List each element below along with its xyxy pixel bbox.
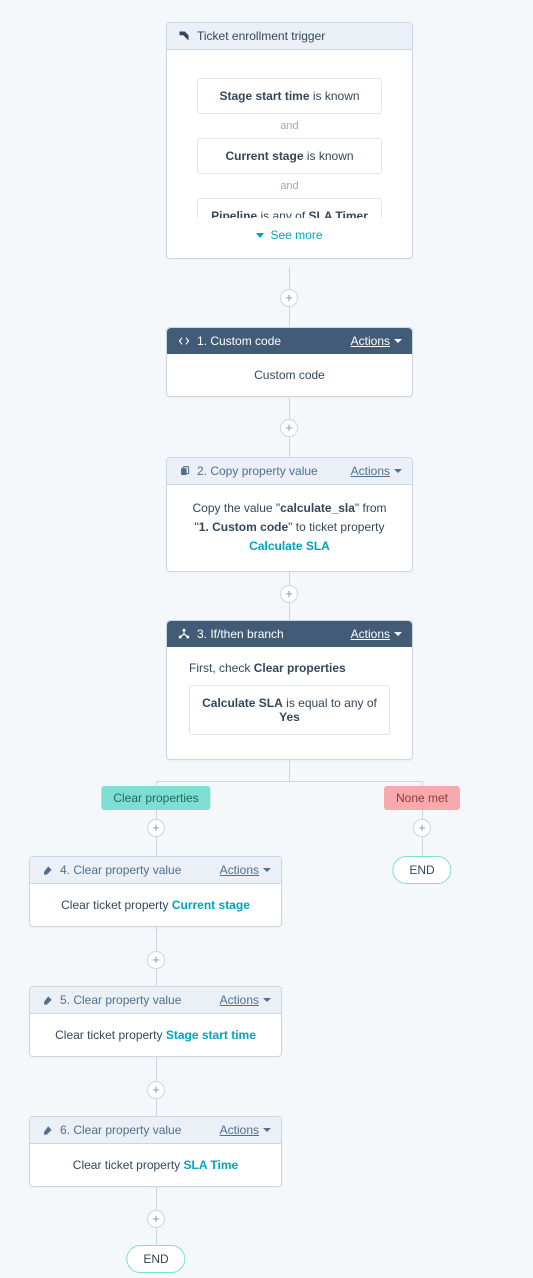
actions-label: Actions xyxy=(351,627,390,641)
see-more-link[interactable]: See more xyxy=(197,228,382,242)
actions-label: Actions xyxy=(220,1123,259,1137)
caret-down-icon xyxy=(394,632,402,636)
node-body: Clear ticket property Current stage xyxy=(30,884,281,926)
branch-label-left[interactable]: Clear properties xyxy=(101,786,210,810)
connector xyxy=(156,781,422,782)
clear-property-node[interactable]: 4. Clear property value Actions Clear ti… xyxy=(29,856,282,927)
branch-node[interactable]: 3. If/then branch Actions First, check C… xyxy=(166,620,413,760)
add-step-button[interactable]: + xyxy=(147,819,165,837)
text: calculate_sla xyxy=(280,501,355,515)
text: Clear ticket property xyxy=(73,1158,184,1172)
node-title: 6. Clear property value xyxy=(60,1123,220,1137)
node-header: 5. Clear property value Actions xyxy=(30,987,281,1014)
ticket-icon xyxy=(177,29,191,43)
text: is equal to any of xyxy=(283,696,377,710)
criteria-prop: Stage start time xyxy=(219,89,309,103)
add-step-button[interactable]: + xyxy=(280,419,298,437)
text: " to ticket property xyxy=(288,520,384,534)
clear-property-node[interactable]: 5. Clear property value Actions Clear ti… xyxy=(29,986,282,1057)
see-more-label: See more xyxy=(270,228,322,242)
property-link[interactable]: SLA Time xyxy=(184,1158,239,1172)
copy-icon xyxy=(177,464,191,478)
text: Clear ticket property xyxy=(61,898,172,912)
node-title: 4. Clear property value xyxy=(60,863,220,877)
custom-code-node[interactable]: 1. Custom code Actions Custom code xyxy=(166,327,413,397)
add-step-button[interactable]: + xyxy=(147,1081,165,1099)
eraser-icon xyxy=(40,863,54,877)
add-step-button[interactable]: + xyxy=(280,289,298,307)
node-header: 1. Custom code Actions xyxy=(167,328,412,354)
criteria-prop: Pipeline xyxy=(211,209,257,218)
branch-condition: Calculate SLA is equal to any of Yes xyxy=(189,685,390,735)
criteria-row: Stage start time is known xyxy=(197,78,382,114)
caret-down-icon xyxy=(394,339,402,343)
actions-menu[interactable]: Actions xyxy=(351,627,402,641)
node-header: 3. If/then branch Actions xyxy=(167,621,412,647)
property-link[interactable]: Current stage xyxy=(172,898,250,912)
actions-menu[interactable]: Actions xyxy=(351,334,402,348)
branch-label-right[interactable]: None met xyxy=(384,786,460,810)
criteria-op: is any of xyxy=(260,209,305,218)
text: Calculate SLA xyxy=(202,696,283,710)
criteria-prop: Current stage xyxy=(225,149,303,163)
node-header: 2. Copy property value Actions xyxy=(167,458,412,485)
criteria-joiner: and xyxy=(197,120,382,132)
node-header: 4. Clear property value Actions xyxy=(30,857,281,884)
caret-down-icon xyxy=(263,868,271,872)
trigger-header: Ticket enrollment trigger xyxy=(167,23,412,50)
node-body: Clear ticket property SLA Time xyxy=(30,1144,281,1186)
text: " from xyxy=(355,501,387,515)
node-title: 3. If/then branch xyxy=(197,627,351,641)
eraser-icon xyxy=(40,1123,54,1137)
actions-menu[interactable]: Actions xyxy=(220,863,271,877)
actions-label: Actions xyxy=(351,464,390,478)
text: 1. Custom code xyxy=(199,520,288,534)
copy-property-node[interactable]: 2. Copy property value Actions Copy the … xyxy=(166,457,413,572)
property-link[interactable]: Stage start time xyxy=(166,1028,256,1042)
trigger-node[interactable]: Ticket enrollment trigger Stage start ti… xyxy=(166,22,413,259)
end-node: END xyxy=(126,1245,185,1273)
criteria-row: Pipeline is any of SLA Timer Test xyxy=(197,198,382,218)
text: Yes xyxy=(279,710,300,724)
caret-down-icon xyxy=(263,1128,271,1132)
criteria-op: is known xyxy=(313,89,360,103)
actions-menu[interactable]: Actions xyxy=(351,464,402,478)
node-body: Copy the value "calculate_sla" from "1. … xyxy=(167,485,412,571)
clear-property-node[interactable]: 6. Clear property value Actions Clear ti… xyxy=(29,1116,282,1187)
actions-menu[interactable]: Actions xyxy=(220,1123,271,1137)
node-title: 5. Clear property value xyxy=(60,993,220,1007)
actions-label: Actions xyxy=(220,993,259,1007)
add-step-button[interactable]: + xyxy=(413,819,431,837)
add-step-button[interactable]: + xyxy=(147,951,165,969)
actions-label: Actions xyxy=(220,863,259,877)
node-body: First, check Clear properties Calculate … xyxy=(167,647,412,759)
node-body: Custom code xyxy=(167,354,412,396)
caret-down-icon xyxy=(263,998,271,1002)
actions-label: Actions xyxy=(351,334,390,348)
node-title: 1. Custom code xyxy=(197,334,351,348)
add-step-button[interactable]: + xyxy=(280,585,298,603)
text: Clear properties xyxy=(254,661,346,675)
trigger-title: Ticket enrollment trigger xyxy=(197,29,402,43)
text: Copy the value " xyxy=(193,501,281,515)
eraser-icon xyxy=(40,993,54,1007)
text: Clear ticket property xyxy=(55,1028,166,1042)
end-node: END xyxy=(392,856,451,884)
workflow-canvas: Ticket enrollment trigger Stage start ti… xyxy=(0,0,533,1278)
text: First, check xyxy=(189,661,254,675)
criteria-op: is known xyxy=(307,149,354,163)
trigger-body: Stage start time is known and Current st… xyxy=(167,50,412,258)
code-icon xyxy=(177,334,191,348)
property-link[interactable]: Calculate SLA xyxy=(249,539,330,553)
criteria-row: Current stage is known xyxy=(197,138,382,174)
chevron-down-icon xyxy=(256,233,264,238)
node-body: Clear ticket property Stage start time xyxy=(30,1014,281,1056)
add-step-button[interactable]: + xyxy=(147,1210,165,1228)
criteria-joiner: and xyxy=(197,180,382,192)
caret-down-icon xyxy=(394,469,402,473)
node-title: 2. Copy property value xyxy=(197,464,351,478)
actions-menu[interactable]: Actions xyxy=(220,993,271,1007)
node-header: 6. Clear property value Actions xyxy=(30,1117,281,1144)
branch-icon xyxy=(177,627,191,641)
